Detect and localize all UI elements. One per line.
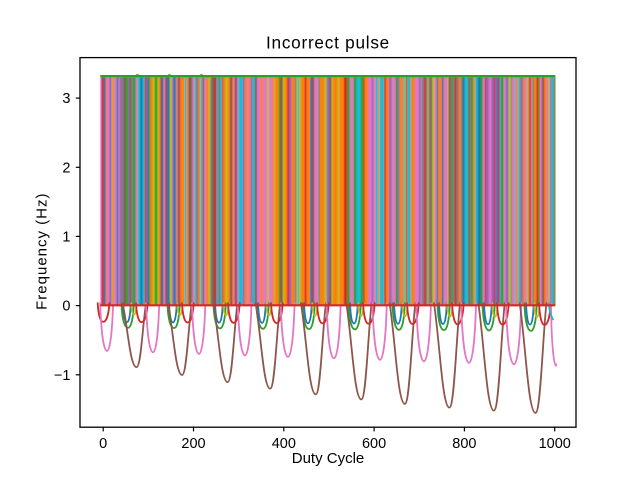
svg-text:Duty Cycle: Duty Cycle: [292, 450, 365, 467]
svg-text:200: 200: [181, 436, 205, 452]
svg-text:0: 0: [99, 436, 107, 452]
svg-text:600: 600: [362, 436, 386, 452]
svg-text:Incorrect pulse: Incorrect pulse: [266, 33, 390, 53]
svg-text:1000: 1000: [539, 436, 571, 452]
svg-text:800: 800: [452, 436, 476, 452]
svg-text:2: 2: [62, 160, 70, 176]
svg-text:−1: −1: [54, 368, 71, 384]
svg-text:1: 1: [62, 229, 70, 245]
svg-text:400: 400: [272, 436, 296, 452]
svg-text:0: 0: [62, 299, 70, 315]
svg-text:Frequency (Hz): Frequency (Hz): [34, 193, 51, 310]
svg-text:3: 3: [62, 91, 70, 107]
